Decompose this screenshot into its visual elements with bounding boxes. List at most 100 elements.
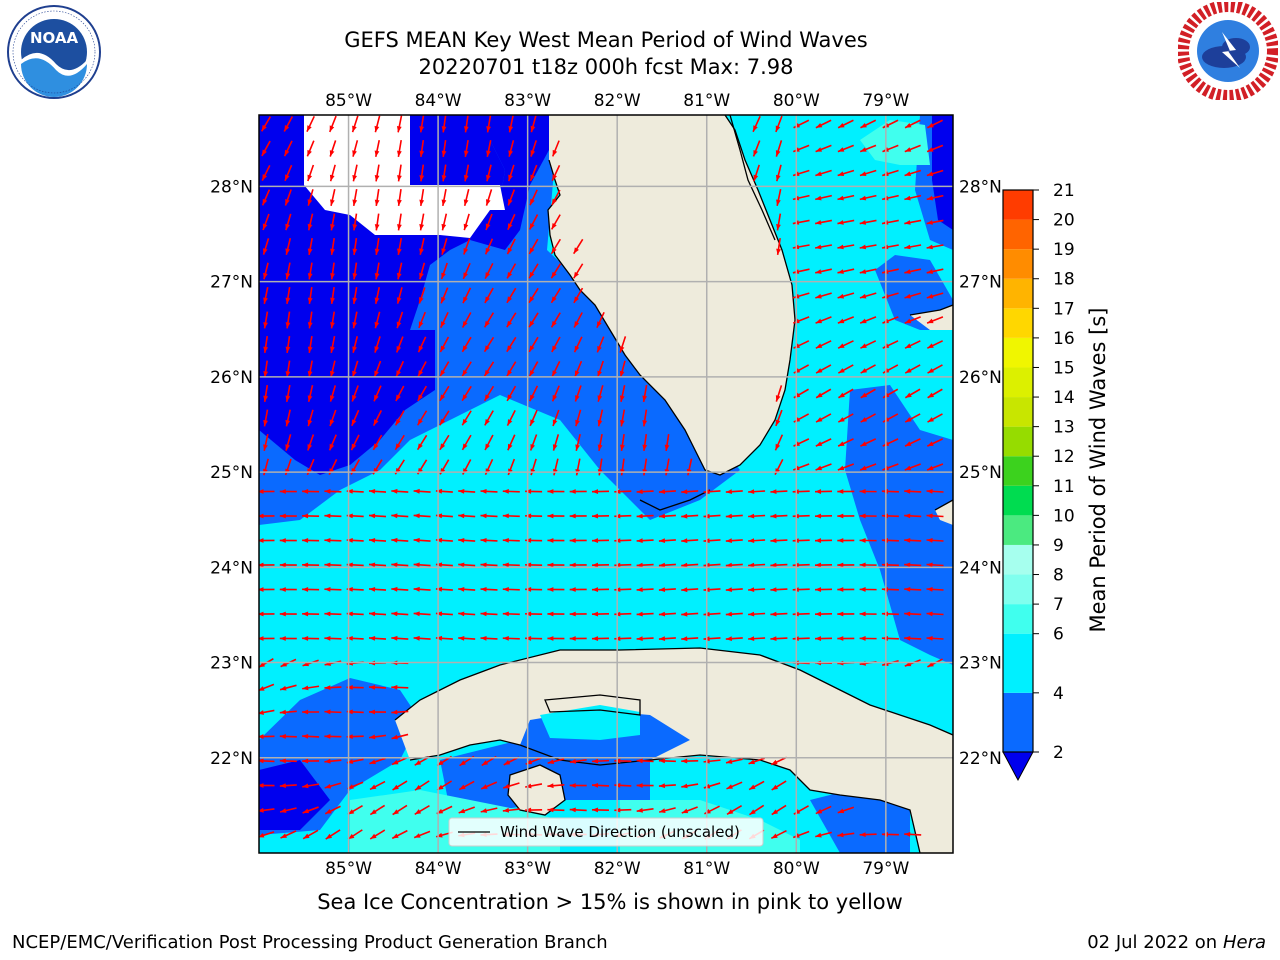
wave-arrow-head (904, 318, 912, 324)
wave-arrow-head (463, 223, 469, 231)
wave-arrow-head (374, 394, 379, 402)
wave-arrow-head (285, 272, 291, 280)
wave-arrow-head (440, 321, 446, 328)
wave-arrow-head (837, 269, 844, 274)
wave-arrow-head (748, 759, 756, 765)
wave-arrow-head (837, 195, 844, 201)
wave-arrow-head (771, 784, 779, 790)
wave-arrow-head (815, 171, 822, 177)
wave-arrow-head (552, 419, 558, 426)
wave-arrow-head (620, 420, 625, 427)
wave-arrow-head (860, 343, 867, 349)
wave-arrow-head (284, 174, 290, 181)
lat-label-right: 22°N (959, 749, 1002, 769)
wave-arrow-head (552, 149, 558, 157)
wave-arrow-head (324, 636, 331, 641)
wave-arrow-head (279, 734, 286, 739)
lat-label-left: 27°N (210, 273, 253, 293)
map-frame (258, 114, 954, 854)
wave-arrow-head (324, 758, 331, 764)
wave-arrow-head (391, 611, 398, 617)
wave-arrow-head (815, 513, 822, 519)
wave-arrow-head (815, 343, 823, 349)
wave-arrow-head (815, 195, 822, 201)
wave-arrow-head (329, 443, 335, 451)
footer-date: 02 Jul 2022 on Hera (1087, 932, 1266, 953)
wave-arrow-head (748, 636, 755, 642)
wave-arrow-head (369, 611, 376, 617)
wave-arrow-head (748, 513, 755, 519)
wave-arrow-head (330, 297, 335, 304)
wave-arrow-head (458, 635, 465, 641)
wave-arrow-head (551, 271, 557, 279)
wave-arrow-head (435, 562, 443, 568)
wave-arrow-head (352, 150, 357, 157)
wave-arrow-head (329, 395, 335, 402)
wave-arrow-head (502, 636, 509, 641)
wave-arrow-head (837, 171, 845, 177)
wave-arrow-head (926, 586, 933, 592)
wave-arrow-head (440, 345, 446, 352)
lon-label-bottom: 79°W (862, 859, 909, 879)
wave-arrow-head (462, 345, 468, 352)
wave-arrow-head (508, 150, 513, 157)
wave-arrow-head (927, 465, 934, 471)
wave-arrow-head (905, 392, 912, 398)
wave-arrow-head (748, 587, 755, 593)
wave-arrow-head (285, 395, 291, 402)
wave-arrow-head (279, 611, 286, 617)
wave-arrow-head (530, 125, 536, 133)
wave-arrow-head (280, 685, 287, 691)
wave-arrow-head (859, 269, 867, 274)
wave-arrow-head (506, 369, 513, 377)
wave-arrow-head (419, 175, 425, 182)
wave-arrow-head (502, 807, 510, 813)
wave-arrow-head (396, 370, 401, 377)
wave-arrow-head (859, 611, 866, 617)
wave-arrow-head (259, 710, 264, 715)
wave-arrow-head (441, 199, 447, 206)
wave-arrow-head (569, 636, 576, 641)
wave-arrow-head (263, 272, 268, 280)
wave-arrow-head (859, 171, 867, 177)
colorbar-tick-label: 8 (1053, 566, 1064, 586)
wave-arrow-head (529, 394, 535, 402)
wave-arrow-head (770, 562, 777, 568)
wave-arrow-head (463, 199, 469, 206)
wave-arrow-head (771, 833, 778, 839)
wave-arrow-head (837, 562, 844, 568)
wave-arrow-head (414, 760, 422, 766)
wave-arrow-head (419, 272, 424, 280)
wave-arrow-head (329, 370, 335, 378)
wave-arrow-head (926, 195, 934, 201)
wave-arrow-head (302, 562, 309, 568)
wave-arrow-head (346, 562, 353, 568)
wave-arrow-head (681, 562, 688, 568)
wave-arrow-head (484, 345, 490, 352)
wave-arrow-head (530, 419, 535, 426)
wave-arrow-head (636, 489, 643, 495)
wave-arrow-head (507, 394, 513, 401)
wave-arrow-head (551, 247, 557, 254)
wave-arrow-head (263, 322, 268, 329)
colorbar-band (1003, 397, 1033, 427)
wave-arrow-head (530, 150, 536, 157)
colorbar-tick-label: 9 (1053, 536, 1064, 556)
wave-arrow-head (435, 635, 443, 641)
wave-arrow-head (374, 297, 380, 304)
wave-arrow-head (435, 513, 443, 519)
wave-arrow-head (905, 368, 912, 374)
wave-arrow-head (838, 368, 845, 374)
wave-arrow-head (285, 297, 291, 304)
wave-arrow-head (597, 370, 602, 378)
wave-arrow-head (659, 808, 666, 813)
wave-arrow-head (418, 321, 424, 328)
wave-arrow-head (259, 513, 264, 519)
wave-arrow-head (279, 489, 286, 494)
wave-arrow-head (636, 538, 643, 544)
wave-arrow-head (837, 244, 844, 250)
wave-arrow-head (859, 489, 866, 494)
wave-arrow-head (547, 611, 554, 617)
wave-arrow-head (435, 488, 443, 494)
wave-arrow-head (484, 320, 490, 328)
